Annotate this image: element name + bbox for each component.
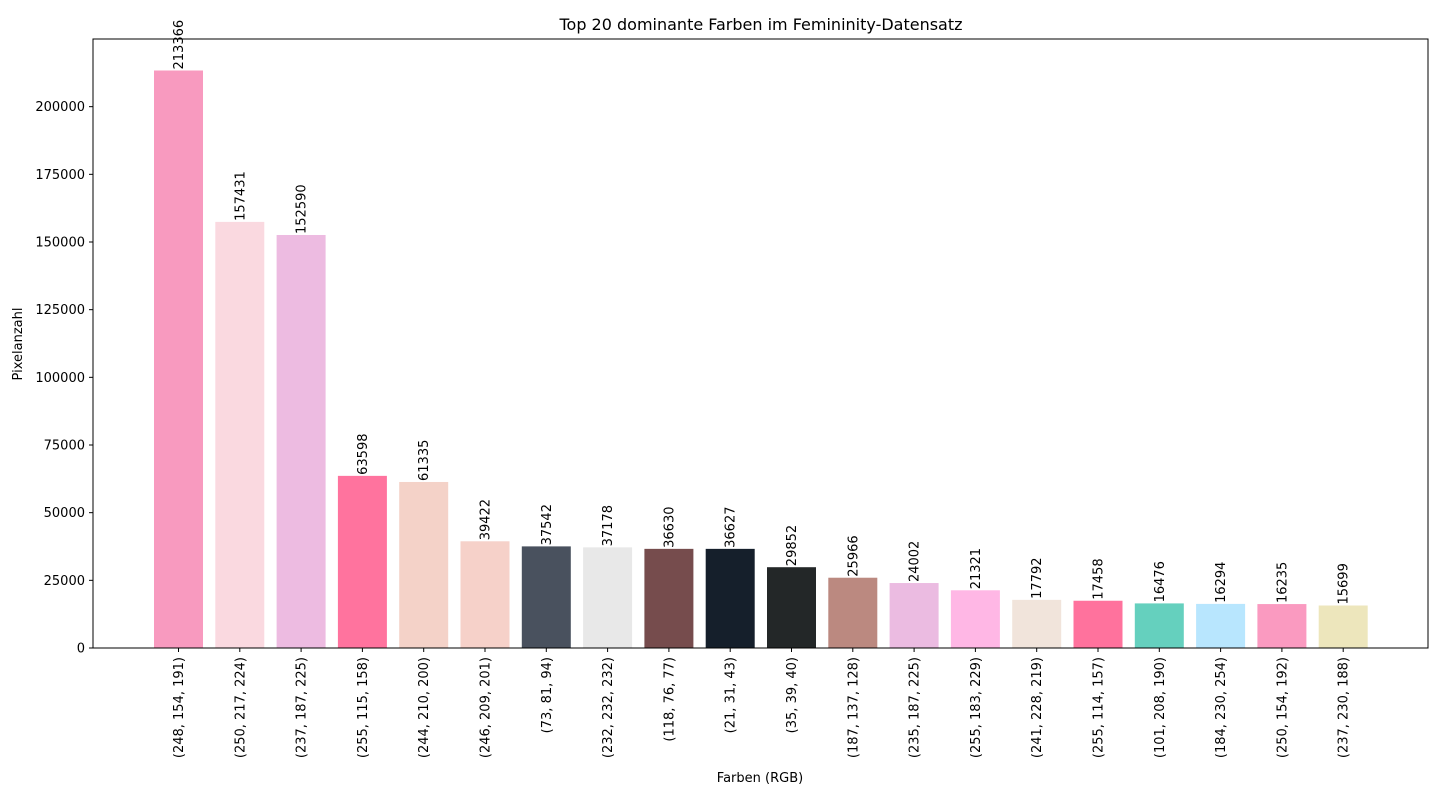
bar bbox=[1196, 603, 1246, 648]
x-tick-label: (118, 76, 77) bbox=[662, 657, 677, 742]
x-axis: (248, 154, 191) (250, 217, 224) (237, 187,… bbox=[172, 648, 1352, 758]
bar-value-label: 36627 bbox=[724, 507, 739, 548]
x-tick-label: (101, 208, 190) bbox=[1153, 657, 1168, 758]
bar bbox=[399, 481, 449, 648]
bar-value-label: 37542 bbox=[540, 504, 555, 545]
bar bbox=[950, 590, 1000, 648]
bar-value-label: 29852 bbox=[785, 525, 800, 566]
y-axis: 0 25000 50000 75000 100000 125000 150000 175000… bbox=[35, 100, 93, 657]
x-tick-label: (246, 209, 201) bbox=[479, 657, 494, 758]
bar bbox=[705, 548, 755, 648]
y-tick-label: 75000 bbox=[44, 439, 85, 454]
x-tick-label: (73, 81, 94) bbox=[540, 657, 555, 733]
bar-value-label: 16235 bbox=[1275, 562, 1290, 603]
bar-value-label: 157431 bbox=[233, 171, 248, 221]
bar-value-label: 16476 bbox=[1153, 561, 1168, 602]
x-tick-label: (255, 115, 158) bbox=[356, 657, 371, 758]
bars-group bbox=[154, 70, 1368, 648]
bar-value-label: 37178 bbox=[601, 505, 616, 546]
bar-value-label: 16294 bbox=[1214, 562, 1229, 603]
bar-value-label: 36630 bbox=[662, 506, 677, 547]
bar bbox=[1318, 605, 1368, 648]
bar-value-label: 213366 bbox=[172, 20, 187, 70]
bar bbox=[215, 221, 265, 648]
bar bbox=[276, 234, 326, 648]
y-tick-label: 100000 bbox=[35, 371, 85, 386]
y-tick-label: 150000 bbox=[35, 236, 85, 251]
y-tick-label: 125000 bbox=[35, 303, 85, 318]
bar-value-label: 24002 bbox=[908, 541, 923, 582]
x-tick-label: (250, 154, 192) bbox=[1275, 657, 1290, 758]
x-tick-label: (35, 39, 40) bbox=[785, 657, 800, 733]
x-tick-label: (244, 210, 200) bbox=[417, 657, 432, 758]
x-tick-label: (255, 114, 157) bbox=[1092, 657, 1107, 758]
bar bbox=[337, 475, 387, 648]
bar bbox=[767, 567, 816, 648]
x-axis-label: Farben (RGB) bbox=[717, 771, 803, 786]
y-tick-label: 200000 bbox=[35, 100, 85, 115]
bar bbox=[644, 548, 694, 648]
bar-value-label: 25966 bbox=[846, 535, 861, 576]
bar bbox=[1073, 600, 1123, 648]
y-tick-label: 25000 bbox=[44, 574, 85, 589]
bar bbox=[1134, 603, 1184, 648]
bar-value-label: 17458 bbox=[1092, 558, 1107, 599]
y-tick-label: 175000 bbox=[35, 168, 85, 183]
bar bbox=[460, 541, 510, 648]
y-tick-label: 0 bbox=[77, 642, 85, 657]
bar bbox=[521, 546, 571, 648]
bar bbox=[154, 70, 203, 648]
x-tick-label: (255, 183, 229) bbox=[969, 657, 984, 758]
bar-value-label: 61335 bbox=[417, 440, 432, 481]
bar-value-label: 17792 bbox=[1030, 557, 1045, 598]
x-tick-label: (232, 232, 232) bbox=[601, 657, 616, 758]
x-tick-label: (21, 31, 43) bbox=[724, 657, 739, 733]
bar bbox=[583, 547, 633, 648]
y-tick-label: 50000 bbox=[44, 506, 85, 521]
x-tick-label: (184, 230, 254) bbox=[1214, 657, 1229, 758]
bar-value-label: 15699 bbox=[1337, 563, 1352, 604]
bar-value-label: 39422 bbox=[479, 499, 494, 540]
bar bbox=[889, 583, 939, 648]
bar-value-labels: 213366 157431 152590 63598 61335 39422 37542 37… bbox=[172, 20, 1352, 605]
chart-title: Top 20 dominante Farben im Femininity-Da… bbox=[558, 15, 962, 34]
bar bbox=[1257, 604, 1307, 648]
x-tick-label: (248, 154, 191) bbox=[172, 657, 187, 758]
bar-value-label: 21321 bbox=[969, 548, 984, 589]
plot-frame bbox=[92, 38, 1429, 649]
bar-value-label: 63598 bbox=[356, 434, 371, 475]
bar bbox=[1012, 599, 1062, 648]
bar-value-label: 152590 bbox=[295, 184, 310, 234]
x-tick-label: (241, 228, 219) bbox=[1030, 657, 1045, 758]
y-axis-label: Pixelanzahl bbox=[11, 308, 26, 381]
x-tick-label: (237, 187, 225) bbox=[295, 657, 310, 758]
bar bbox=[828, 577, 878, 648]
x-tick-label: (237, 230, 188) bbox=[1337, 657, 1352, 758]
x-tick-label: (235, 187, 225) bbox=[908, 657, 923, 758]
x-tick-label: (250, 217, 224) bbox=[233, 657, 248, 758]
x-tick-label: (187, 137, 128) bbox=[846, 657, 861, 758]
